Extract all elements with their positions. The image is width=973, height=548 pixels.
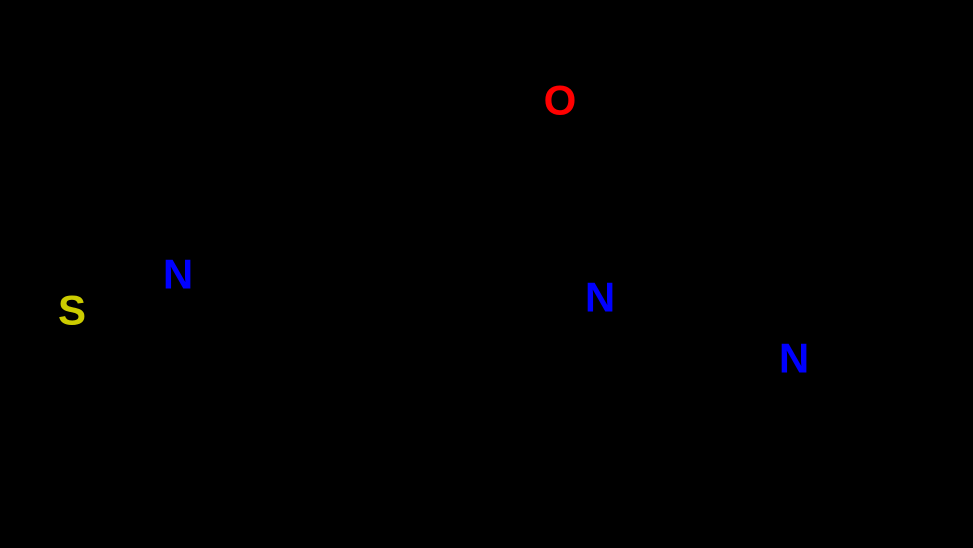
bond-C7-C10 [369,344,448,432]
bond-C13-C14 [642,470,758,493]
bond-C9-C10 [448,408,563,432]
bond-C14-C9 [563,408,642,493]
bond-N1-S [97,282,154,301]
bond-N2-C11 [626,273,717,292]
bond-C8-N2 [522,211,583,278]
bond-S-C1 [68,336,71,425]
bond-C2-C3 [176,368,244,460]
bond-N2-C9 [555,322,591,411]
atom-O: O [544,77,577,124]
bond-N3-C13 [758,383,786,470]
bond-C8-O-2 [536,138,559,206]
atom-S: S [58,287,86,334]
bond-C5-C6 [330,145,406,233]
bond-C11-C12 [716,158,762,273]
bond-N3-C15 [820,334,911,353]
bond-N1-C4 [186,164,215,249]
bond-C11-N3 [716,273,776,339]
atom-N2: N [585,274,615,321]
bond-C3-N1 [193,295,244,368]
atom-N1: N [163,251,193,298]
bond-C6-C8 [406,211,522,233]
atom-N3: N [779,335,809,382]
bond-C7-C3 [244,344,369,368]
